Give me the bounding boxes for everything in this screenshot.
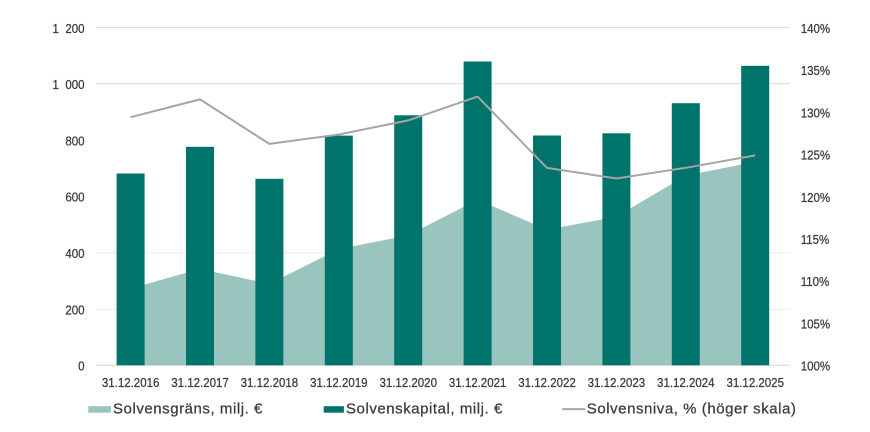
svg-text:110%: 110% — [801, 274, 830, 289]
svg-text:31.12.2017: 31.12.2017 — [171, 375, 229, 390]
svg-text:31.12.2022: 31.12.2022 — [518, 375, 576, 390]
svg-text:800: 800 — [65, 134, 84, 149]
svg-text:125%: 125% — [801, 148, 830, 163]
svg-text:115%: 115% — [801, 232, 830, 247]
svg-text:140%: 140% — [801, 21, 830, 36]
svg-text:600: 600 — [65, 190, 84, 205]
svg-text:120%: 120% — [801, 190, 830, 205]
svg-text:31.12.2025: 31.12.2025 — [726, 375, 784, 390]
svg-text:Solvensniva, % (höger skala): Solvensniva, % (höger skala) — [587, 401, 797, 418]
svg-text:135%: 135% — [801, 63, 830, 78]
svg-text:130%: 130% — [801, 106, 830, 121]
svg-text:Solvenskapital, milj. €: Solvenskapital, milj. € — [346, 401, 503, 418]
svg-text:0: 0 — [78, 359, 84, 374]
svg-text:31.12.2016: 31.12.2016 — [102, 375, 160, 390]
svg-text:200: 200 — [65, 303, 84, 318]
svg-text:31.12.2019: 31.12.2019 — [310, 375, 368, 390]
svg-text:31.12.2024: 31.12.2024 — [657, 375, 715, 390]
svg-text:1 200: 1 200 — [53, 21, 85, 36]
svg-text:31.12.2023: 31.12.2023 — [588, 375, 646, 390]
svg-text:105%: 105% — [801, 317, 830, 332]
svg-text:31.12.2021: 31.12.2021 — [449, 375, 507, 390]
svg-text:31.12.2018: 31.12.2018 — [241, 375, 299, 390]
svg-text:Solvensgräns, milj. €: Solvensgräns, milj. € — [113, 401, 263, 418]
svg-text:100%: 100% — [801, 359, 830, 374]
svg-text:31.12.2020: 31.12.2020 — [379, 375, 437, 390]
svg-text:1 000: 1 000 — [53, 77, 85, 92]
svg-text:400: 400 — [65, 246, 84, 261]
